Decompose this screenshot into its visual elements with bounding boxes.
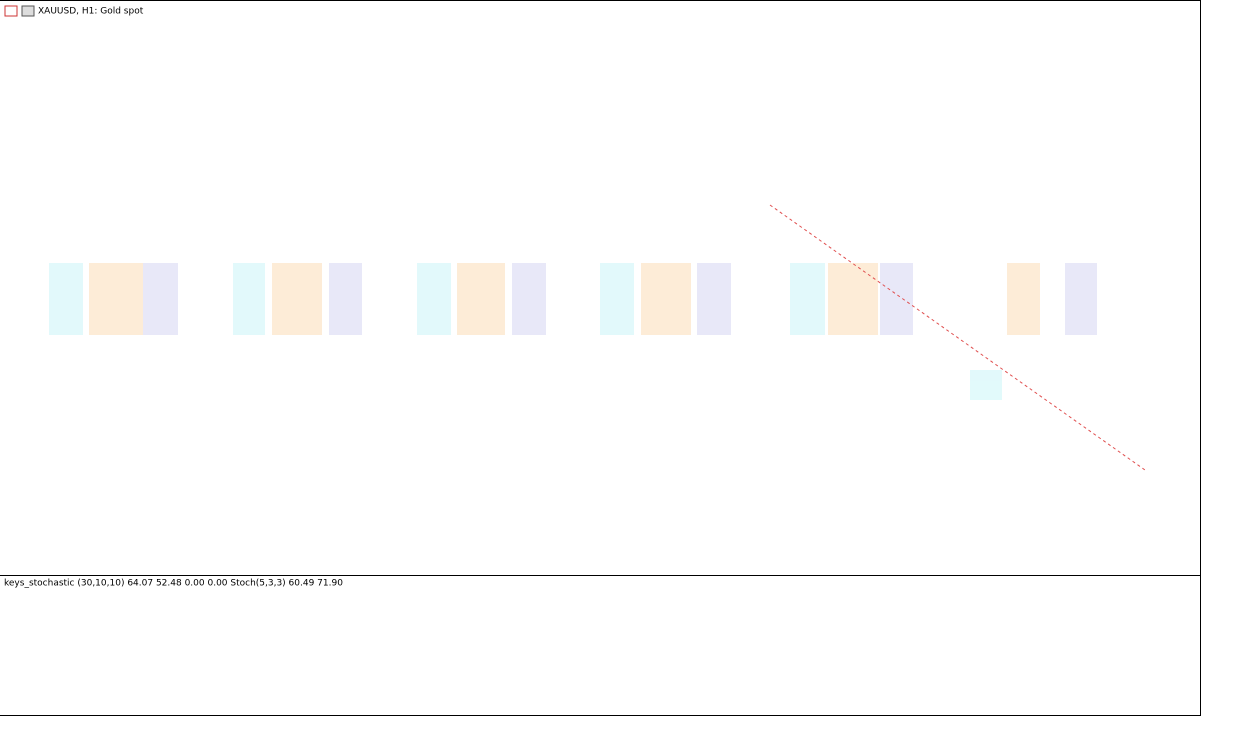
icon <box>4 5 18 17</box>
session-boxes <box>49 263 1097 400</box>
symbol-title: XAUUSD, H1: Gold spot <box>38 7 144 17</box>
trend-line <box>769 204 1146 471</box>
icon <box>21 5 35 17</box>
indicator-title: keys_stochastic (30,10,10) 64.07 52.48 0… <box>4 579 343 589</box>
